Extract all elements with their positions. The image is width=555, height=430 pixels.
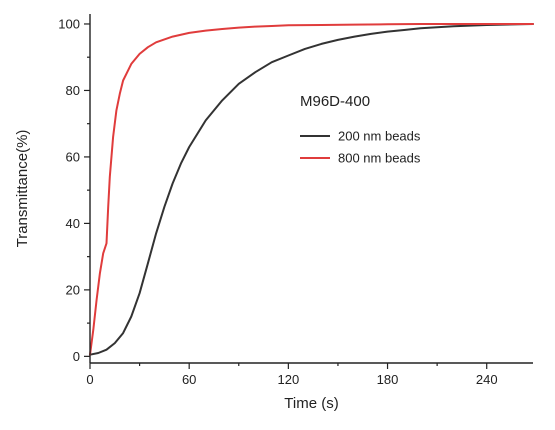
ticks: 0 20 40 60 80 100 0 60 120 180 240 [58,16,497,387]
y-tick-label: 40 [66,216,80,231]
y-tick-label: 0 [73,349,80,364]
series-line-2 [89,23,534,356]
y-axis-label: Transmittance(%) [14,130,31,248]
y-tick-label: 20 [66,282,80,297]
x-tick-label: 120 [278,372,300,387]
x-tick-label: 60 [182,372,196,387]
y-tick-label: 100 [58,16,80,31]
axes [89,14,533,364]
y-tick-label: 80 [66,83,80,98]
legend-label: 200 nm beads [338,129,421,144]
chart-annotation: M96D-400 [300,93,370,110]
series-line-1 [89,23,534,356]
legend-label: 800 nm beads [338,151,421,166]
x-axis-label: Time (s) [284,395,338,412]
legend: 200 nm beads 800 nm beads [300,129,421,166]
x-tick-label: 180 [377,372,399,387]
x-tick-label: 0 [86,372,93,387]
y-tick-label: 60 [66,149,80,164]
labels: Time (s) Transmittance(%) M96D-400 [14,93,370,412]
x-tick-label: 240 [476,372,498,387]
plot-lines [89,23,534,356]
